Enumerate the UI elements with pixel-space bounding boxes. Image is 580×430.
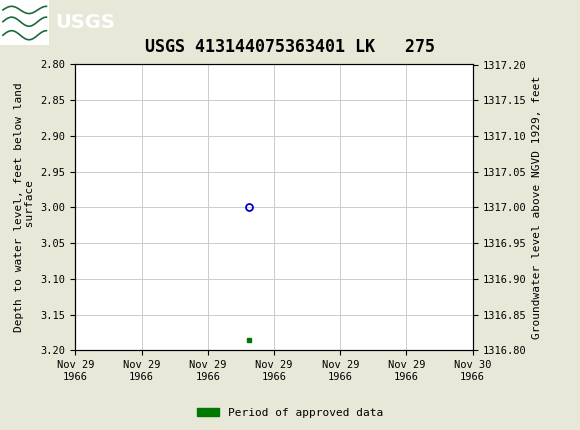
Text: USGS 413144075363401 LK   275: USGS 413144075363401 LK 275	[145, 38, 435, 56]
FancyBboxPatch shape	[0, 0, 49, 45]
Legend: Period of approved data: Period of approved data	[193, 403, 387, 422]
Y-axis label: Groundwater level above NGVD 1929, feet: Groundwater level above NGVD 1929, feet	[532, 76, 542, 339]
Text: USGS: USGS	[55, 13, 115, 32]
Y-axis label: Depth to water level, feet below land
 surface: Depth to water level, feet below land su…	[13, 83, 35, 332]
